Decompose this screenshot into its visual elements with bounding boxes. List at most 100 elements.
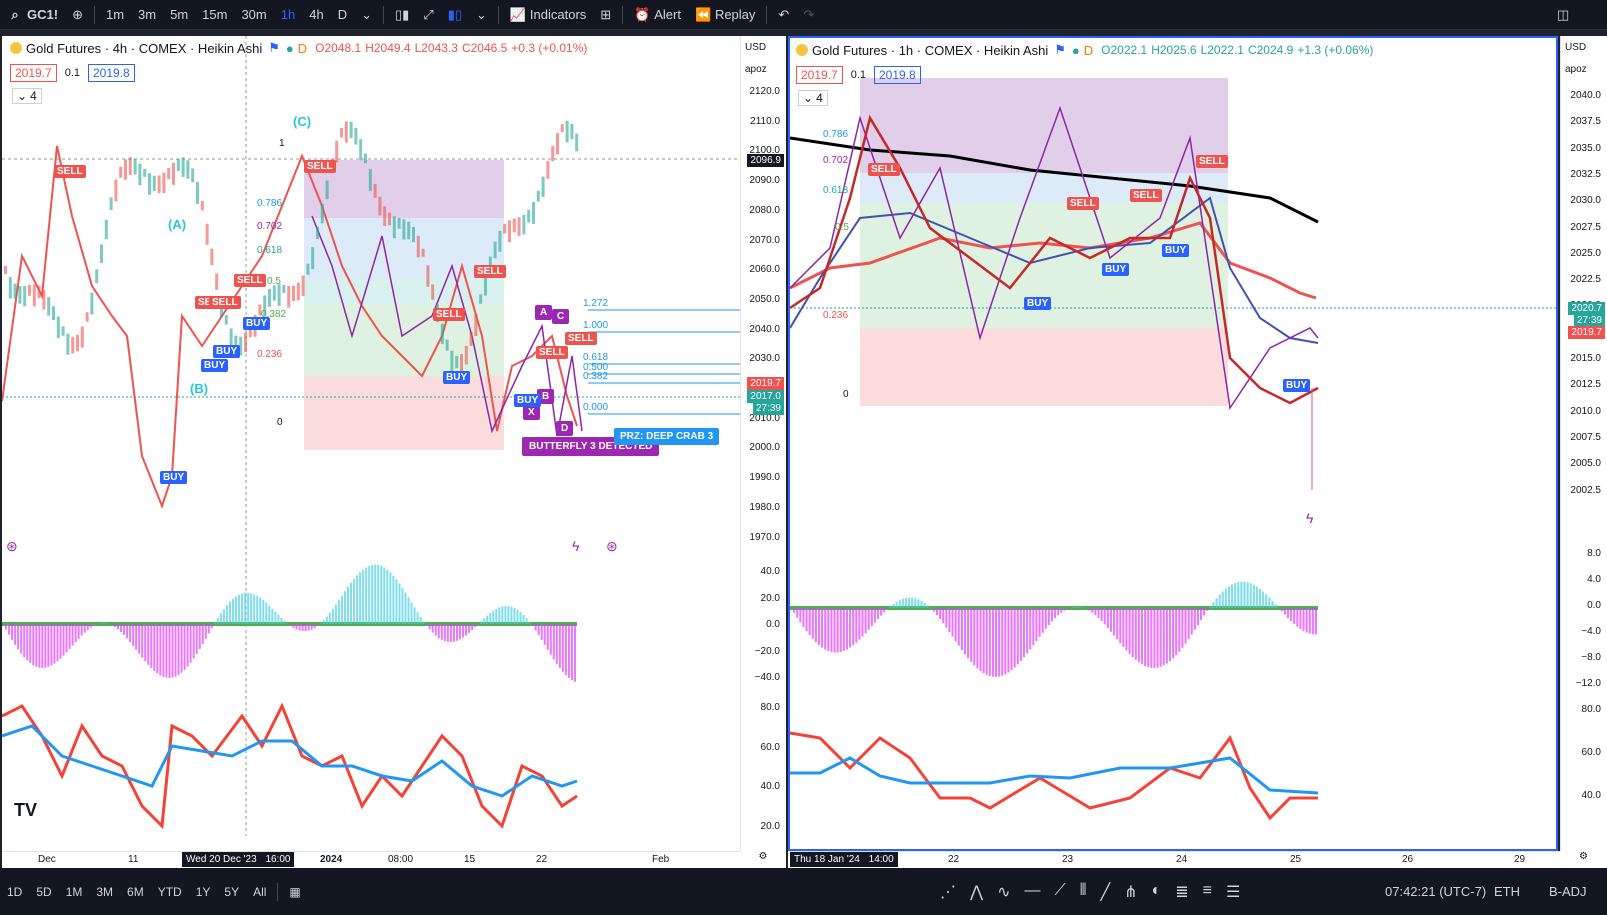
interval-30m[interactable]: 30m: [241, 7, 267, 22]
histogram-bar: [186, 624, 189, 667]
histogram-bar: [425, 624, 428, 626]
left-time-axis[interactable]: Dec 11 Wed 20 Dec '23 16:00 2024 08:00 1…: [2, 851, 740, 868]
histogram-bar: [216, 618, 219, 624]
histogram-bar: [410, 602, 413, 624]
left-settings-corner[interactable]: ⚙: [740, 851, 786, 868]
interval-5m[interactable]: 5m: [170, 7, 189, 22]
trend-tool-icon[interactable]: ╱: [1100, 883, 1111, 901]
right-bid[interactable]: 2019.7: [796, 66, 843, 84]
line-tool-icon[interactable]: —: [1024, 881, 1041, 899]
range-1d[interactable]: 1D: [7, 884, 23, 899]
fork-tool-icon[interactable]: ⋔: [1124, 883, 1138, 901]
goto-realtime-icon[interactable]: ⊛: [606, 538, 618, 554]
xabcd-tool-icon[interactable]: ⋀: [970, 883, 984, 901]
histogram-bar: [380, 565, 383, 624]
left-price-axis[interactable]: USD apoz 2120.0 2110.0 2100.0 2090.0 2080.0 2…: [740, 36, 786, 851]
right-chart-canvas[interactable]: [790, 38, 1558, 851]
adjust-toggle[interactable]: B-ADJ: [1549, 884, 1587, 899]
range-5y[interactable]: 5Y: [224, 884, 240, 899]
price-tick: 2090.0: [749, 175, 780, 187]
sell-signal: SELL: [433, 308, 465, 321]
histogram-bar: [117, 624, 120, 630]
left-ask[interactable]: 2019.8: [88, 64, 135, 82]
histogram-bar: [1168, 608, 1172, 662]
candle: [191, 168, 195, 183]
curve-tool-icon[interactable]: ∿: [997, 883, 1011, 901]
histogram-bar: [47, 624, 50, 667]
tradingview-logo-icon: TV: [14, 800, 38, 820]
interval-4h[interactable]: 4h: [309, 7, 324, 22]
range-ytd[interactable]: YTD: [157, 884, 182, 899]
indicators-button[interactable]: 📈 Indicators: [503, 0, 593, 30]
histogram-bar: [129, 624, 132, 643]
interval-1m[interactable]: 1m: [105, 7, 125, 22]
histogram-bar: [1246, 582, 1249, 608]
range-1m[interactable]: 1M: [65, 884, 83, 899]
histogram-bar: [1299, 608, 1302, 630]
histogram-bar: [1128, 608, 1131, 654]
goto-icon[interactable]: ⊛: [6, 538, 18, 554]
lightning-icon[interactable]: ϟ: [1306, 510, 1314, 526]
right-title[interactable]: Gold Futures · 1h · COMEX · Heikin Ashi: [812, 42, 1049, 58]
range-all[interactable]: All: [253, 884, 267, 899]
right-scale-mode[interactable]: apoz: [1565, 64, 1587, 75]
templates-button[interactable]: ⊞: [593, 0, 618, 30]
histogram-bar: [192, 624, 195, 659]
left-chart-pane[interactable]: Gold Futures · 4h · COMEX · Heikin Ashi …: [2, 36, 758, 851]
left-currency[interactable]: USD: [745, 42, 767, 53]
flag-icon: ⚑: [268, 40, 280, 55]
fib-channel-icon[interactable]: ≡: [1202, 881, 1212, 899]
left-title[interactable]: Gold Futures · 4h · COMEX · Heikin Ashi: [26, 40, 263, 56]
interval-dropdown[interactable]: ⌄: [354, 0, 379, 30]
date-range-button[interactable]: ▦: [282, 877, 307, 907]
redo-button[interactable]: ↷: [796, 0, 821, 30]
undo-button[interactable]: ↶: [771, 0, 796, 30]
range-5d[interactable]: 5D: [36, 884, 52, 899]
left-chart-canvas[interactable]: [2, 36, 758, 851]
layout-button[interactable]: ◫: [1550, 0, 1576, 30]
chart-type-button[interactable]: ▮▯: [441, 0, 469, 30]
bars-tool-icon[interactable]: ⫴: [1079, 881, 1087, 899]
range-6m[interactable]: 6M: [127, 884, 144, 899]
arc-tool-icon[interactable]: ◐: [1151, 881, 1162, 899]
candle: [455, 355, 459, 369]
replay-button[interactable]: ⏪ Replay: [688, 0, 762, 30]
symbol-search[interactable]: ⌕ GC1!: [0, 0, 65, 30]
interval-15m[interactable]: 15m: [202, 7, 228, 22]
menu-icon[interactable]: ☰: [1225, 883, 1241, 901]
histogram-bar: [824, 608, 827, 650]
chevron-down-icon: ⌄: [17, 89, 28, 103]
time-tick: 23: [1062, 854, 1074, 865]
histogram-bar: [123, 624, 126, 636]
candle: [532, 201, 535, 224]
pattern-tool-icon[interactable]: ⋰: [940, 883, 956, 901]
candles-button[interactable]: ▯▮: [388, 0, 416, 30]
right-settings-corner[interactable]: ⚙: [1560, 851, 1607, 868]
left-scale-mode[interactable]: apoz: [745, 64, 767, 75]
chart-type-dropdown[interactable]: ⌄: [469, 0, 494, 30]
interval-d[interactable]: D: [337, 7, 348, 22]
fib-tool-icon[interactable]: ≣: [1175, 883, 1189, 901]
right-currency[interactable]: USD: [1565, 42, 1587, 53]
add-symbol-button[interactable]: ⊕: [65, 0, 90, 30]
right-layers-toggle[interactable]: ⌄ 4: [798, 90, 828, 106]
right-price-axis[interactable]: USD apoz 2040.0 2037.5 2035.0 2032.5 2030.0 2…: [1560, 36, 1607, 851]
right-spread: 0.1: [850, 69, 866, 81]
range-1y[interactable]: 1Y: [195, 884, 211, 899]
alert-button[interactable]: ⏰ Alert: [627, 0, 688, 30]
ray-tool-icon[interactable]: ⟋: [1054, 881, 1066, 899]
histogram-bar: [150, 624, 153, 669]
right-chart-pane[interactable]: Gold Futures · 1h · COMEX · Heikin Ashi …: [788, 36, 1558, 851]
interval-3m[interactable]: 3m: [138, 7, 157, 22]
clock[interactable]: 07:42:21 (UTC-7): [1385, 884, 1487, 899]
compare-button[interactable]: ⤢: [416, 0, 440, 30]
plus-circle-icon: ⊕: [72, 6, 83, 22]
range-3m[interactable]: 3M: [96, 884, 114, 899]
session-toggle[interactable]: ETH: [1494, 884, 1520, 899]
left-bid[interactable]: 2019.7: [10, 64, 57, 82]
right-time-axis[interactable]: Thu 18 Jan '24 14:00 22 23 24 25 26 29: [788, 851, 1560, 868]
lightning-icon[interactable]: ϟ: [572, 538, 580, 554]
right-ask[interactable]: 2019.8: [874, 66, 921, 84]
left-layers-toggle[interactable]: ⌄ 4: [12, 88, 42, 104]
interval-1h[interactable]: 1h: [280, 7, 296, 22]
